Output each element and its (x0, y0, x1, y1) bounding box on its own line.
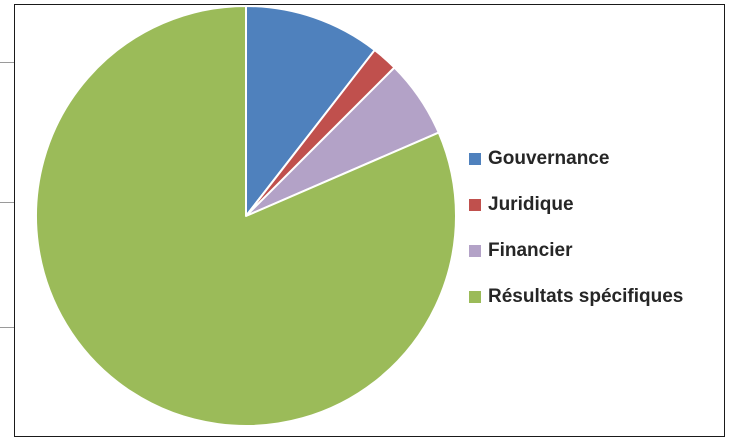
legend-item-gouvernance: Gouvernance (469, 147, 683, 171)
legend-item-financier: Financier (469, 239, 683, 263)
pie-slices (35, 5, 457, 427)
pie-slice-resultats-specifiques (35, 5, 457, 427)
legend-label-juridique: Juridique (488, 194, 574, 215)
pie-slice-gouvernance (245, 5, 376, 217)
legend-swatch-financier (469, 245, 481, 257)
legend-label-resultats-specifiques: Résultats spécifiques (488, 286, 684, 307)
legend-label-financier: Financier (488, 240, 573, 261)
edge-line-3 (0, 327, 14, 328)
legend-label-gouvernance: Gouvernance (488, 148, 610, 169)
edge-line-1 (0, 62, 14, 63)
legend-item-resultats-specifiques: Résultats spécifiques (469, 285, 683, 309)
legend-swatch-juridique (469, 199, 481, 211)
legend-swatch-resultats-specifiques (469, 291, 481, 303)
edge-line-2 (0, 202, 14, 203)
legend-item-juridique: Juridique (469, 193, 683, 217)
chart-area: Gouvernance Juridique Financier Résultat… (14, 4, 725, 437)
legend-swatch-gouvernance (469, 153, 481, 165)
chart-legend: Gouvernance Juridique Financier Résultat… (469, 147, 683, 309)
pie-chart (35, 5, 457, 427)
